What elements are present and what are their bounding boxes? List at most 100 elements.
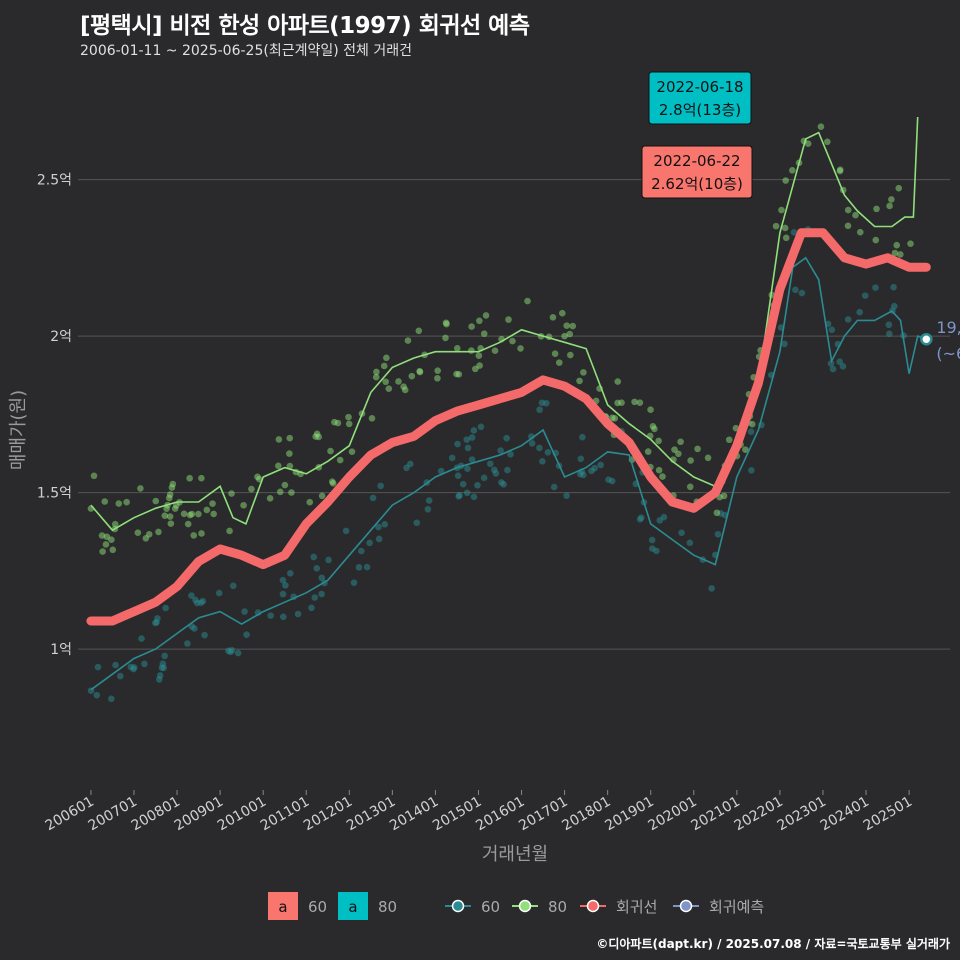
transaction-point — [275, 436, 283, 443]
transaction-point — [234, 649, 242, 657]
y-tick-label: 2억 — [50, 329, 72, 345]
transaction-point — [790, 228, 798, 236]
transaction-point — [605, 476, 612, 483]
transaction-point — [677, 438, 684, 446]
annotation-max-60-value: 2.62억(10층) — [651, 175, 743, 193]
transaction-point — [308, 604, 315, 612]
y-tick-label: 2.5억 — [37, 173, 72, 189]
transaction-point — [491, 347, 499, 355]
y-axis: 1억 1.5억 2억 2.5억 — [37, 173, 72, 659]
series-line-60 — [90, 256, 927, 691]
transaction-point — [781, 224, 789, 232]
transaction-point — [382, 378, 390, 386]
transaction-point — [448, 454, 456, 462]
transaction-point — [638, 514, 645, 521]
transaction-point — [160, 664, 167, 672]
transaction-point — [891, 249, 899, 257]
transaction-point — [536, 444, 543, 452]
x-tick-label: 201001 — [215, 794, 269, 835]
regression-line — [86, 228, 931, 626]
y-axis-title: 매매가(원) — [8, 390, 29, 470]
transaction-point — [470, 493, 478, 501]
transaction-point — [167, 520, 175, 527]
transaction-point — [99, 548, 106, 555]
transaction-point — [276, 488, 284, 496]
transaction-point — [588, 467, 595, 475]
annotation-max-60: 2022-06-22 2.62억(10층) — [641, 145, 753, 199]
transaction-point — [507, 451, 514, 458]
transaction-point — [782, 234, 790, 242]
transaction-point — [453, 345, 461, 352]
legend-dot-3 — [679, 899, 693, 913]
transaction-point — [468, 456, 476, 463]
transaction-point — [408, 372, 416, 380]
legend-dot-1 — [518, 899, 532, 913]
transaction-point — [281, 481, 289, 489]
transaction-point — [280, 613, 287, 621]
legend-line-name: 회귀예측 — [709, 898, 764, 916]
transaction-point — [437, 467, 445, 475]
transaction-point — [482, 312, 490, 319]
transaction-point — [186, 511, 194, 519]
transaction-point — [363, 563, 371, 571]
legend-label-name: 80 — [378, 898, 397, 916]
transaction-point — [714, 530, 722, 538]
transaction-point — [98, 532, 106, 539]
transaction-point — [742, 446, 749, 454]
transaction-point — [580, 369, 587, 376]
transaction-point — [166, 513, 174, 520]
transaction-point — [108, 695, 115, 703]
transaction-point — [350, 579, 358, 587]
transaction-point — [228, 490, 235, 497]
transaction-point — [907, 240, 914, 247]
transaction-point — [166, 491, 174, 498]
transaction-point — [579, 433, 586, 441]
transaction-point — [561, 332, 568, 340]
annotation-max-80-date: 2022-06-18 — [656, 78, 743, 96]
transaction-point — [895, 184, 903, 192]
x-tick-label: 202001 — [645, 794, 699, 835]
legend-label-key-text: a — [278, 898, 287, 916]
transaction-point — [536, 406, 543, 414]
annotation-max-60-bg — [641, 145, 753, 199]
transaction-point — [597, 461, 604, 469]
transaction-point — [345, 420, 353, 428]
transaction-point — [872, 236, 880, 244]
transaction-point — [844, 316, 852, 323]
transaction-point — [498, 479, 505, 486]
x-tick-label: 201701 — [516, 794, 570, 835]
transaction-point — [416, 368, 424, 376]
legend-line-name: 60 — [481, 898, 500, 916]
transaction-point — [442, 334, 449, 342]
transaction-point — [897, 251, 904, 258]
y-tick-label: 1.5억 — [37, 486, 72, 502]
transaction-point — [331, 418, 338, 426]
transaction-point — [94, 663, 102, 671]
transaction-point — [229, 582, 237, 590]
transaction-point — [152, 497, 160, 505]
transaction-point — [861, 292, 869, 299]
transaction-point — [288, 489, 295, 496]
transaction-point — [678, 529, 685, 537]
transaction-point — [403, 464, 410, 472]
transaction-point — [747, 428, 755, 435]
x-tick-label: 201401 — [387, 794, 441, 835]
transaction-point — [474, 481, 481, 489]
transaction-point — [463, 436, 471, 443]
transaction-point — [708, 585, 715, 592]
transaction-point — [345, 413, 352, 421]
transaction-point — [828, 326, 836, 334]
transaction-point — [839, 362, 847, 370]
transaction-point — [550, 483, 558, 491]
transaction-point — [186, 474, 193, 482]
transaction-point — [156, 672, 164, 679]
transaction-point — [566, 330, 574, 338]
transaction-point — [90, 472, 98, 480]
transaction-point — [569, 322, 577, 330]
x-tick-label: 201601 — [473, 794, 527, 835]
transaction-point — [195, 510, 202, 518]
transaction-point — [551, 350, 559, 357]
transaction-point — [694, 445, 701, 453]
x-tick-label: 202401 — [818, 794, 872, 835]
transaction-point — [844, 222, 852, 230]
